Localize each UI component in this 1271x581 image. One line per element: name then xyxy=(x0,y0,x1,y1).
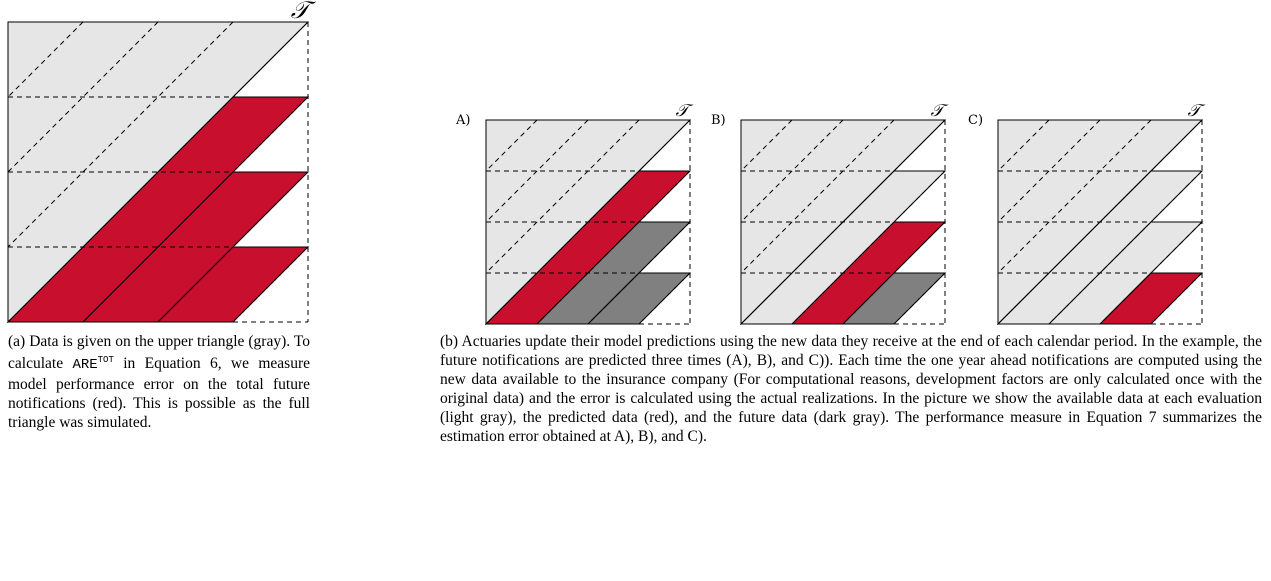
caption-sup: TOT xyxy=(97,355,114,365)
diagonal xyxy=(997,119,1203,325)
corner-label: 𝒯 xyxy=(291,0,317,24)
caption-text: (a) Data is given on the upper triangle … xyxy=(8,333,310,373)
diag-line xyxy=(536,170,691,325)
caption-a: (a) Data is given on the upper triangle … xyxy=(8,332,310,432)
diag-line xyxy=(740,119,793,172)
diagonal xyxy=(7,21,309,323)
diag-line xyxy=(893,272,946,325)
diag-line xyxy=(82,96,309,323)
corner-label: 𝒯 xyxy=(1187,101,1205,121)
caption-b: (b) Actuaries update their model predict… xyxy=(440,333,1262,445)
panel-label: C) xyxy=(968,113,983,128)
diag-line xyxy=(485,119,538,172)
diag-line xyxy=(638,272,691,325)
diag-line xyxy=(997,119,1050,172)
caption-text: in Equation 6, we measure model performa… xyxy=(8,355,310,432)
panel-label: B) xyxy=(711,113,726,128)
diag-line xyxy=(485,119,589,223)
corner-label: 𝒯 xyxy=(930,101,948,121)
diag-line xyxy=(997,119,1152,274)
caption-code: ARE xyxy=(72,357,98,374)
diag-line xyxy=(485,119,640,274)
diag-line xyxy=(740,119,844,223)
figure: 𝒯 𝒯 A) 𝒯 B) 𝒯 C) xyxy=(6,0,1205,326)
diagonal xyxy=(740,119,946,325)
diag-line xyxy=(740,119,895,274)
diagonal xyxy=(485,119,691,325)
diag-line xyxy=(997,119,1101,223)
corner-label: 𝒯 xyxy=(675,101,693,121)
diag-line xyxy=(791,170,946,325)
diag-line xyxy=(1150,272,1203,325)
diag-line xyxy=(1048,170,1203,325)
diag-line xyxy=(7,21,234,248)
panel-label: A) xyxy=(455,113,470,128)
